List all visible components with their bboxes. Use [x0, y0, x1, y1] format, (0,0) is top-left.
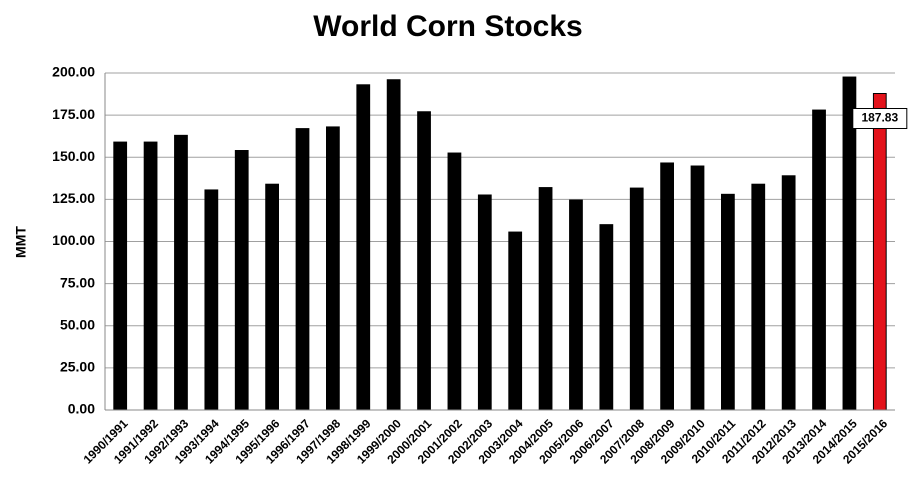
bar: [447, 152, 462, 411]
y-tick-label: 25.00: [60, 359, 95, 375]
y-tick-label: 200.00: [52, 64, 95, 80]
bar: [538, 187, 553, 411]
bar: [386, 79, 401, 411]
y-tick-label: 0.00: [68, 401, 95, 417]
chart-title: World Corn Stocks: [313, 10, 582, 43]
bar: [629, 187, 644, 411]
bar: [477, 194, 492, 411]
data-label-box: [852, 108, 908, 130]
bar: [356, 84, 371, 411]
bar: [751, 183, 766, 411]
bar: [113, 141, 128, 411]
bar: [660, 162, 674, 411]
bar: [508, 231, 523, 411]
y-tick-label: 50.00: [60, 316, 95, 332]
y-tick-label: 175.00: [52, 106, 95, 122]
bar: [569, 199, 583, 411]
bar: [234, 150, 249, 411]
bar: [812, 109, 826, 411]
bar: [721, 193, 735, 411]
bar: [872, 93, 887, 411]
y-axis-label: MMT: [13, 226, 29, 258]
bar: [143, 141, 158, 411]
y-tick-label: 125.00: [52, 190, 95, 206]
bar: [781, 175, 796, 411]
bar: [599, 224, 614, 411]
y-tick-label: 75.00: [60, 274, 95, 290]
data-label: 187.83: [861, 111, 898, 125]
bar: [690, 165, 705, 411]
bar: [265, 183, 279, 411]
bar: [326, 126, 340, 411]
bar: [295, 128, 310, 411]
y-tick-label: 100.00: [52, 232, 95, 248]
y-tick-label: 150.00: [52, 148, 95, 164]
bar: [417, 111, 431, 411]
bar: [204, 189, 219, 411]
bar: [174, 134, 188, 411]
